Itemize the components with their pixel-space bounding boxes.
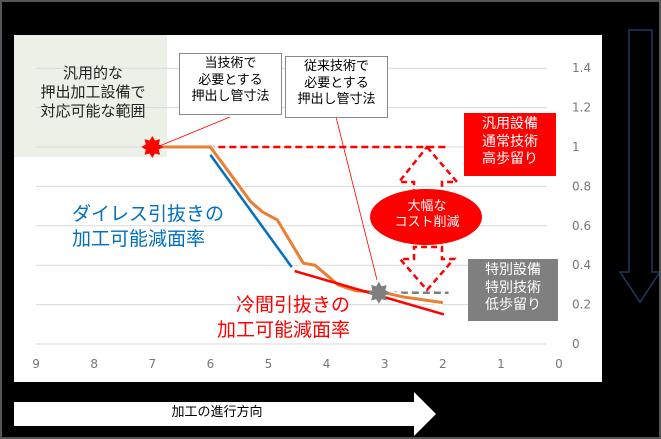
shaded-region [14,35,167,157]
y-tick-label: 0.8 [572,179,591,193]
y-tick-label: 1.4 [572,61,591,75]
conventional-tech-box: 従来技術で 必要とする 押出し管寸法 [285,56,388,118]
y-tick-label: 1.2 [572,101,591,115]
y-tick-label: 1 [572,140,580,154]
y-tick-label: 0.4 [572,258,591,272]
cold-drawing-label: 冷間引抜きの 加工可能減面率 [216,294,350,341]
star-marker [141,136,164,158]
x-tick-label: 8 [90,357,98,371]
dieless-label: ダイレス引抜きの 加工可能減面率 [72,203,225,250]
y-tick-label: 0.6 [572,219,591,233]
x-tick-label: 9 [32,357,40,371]
series-line [209,154,293,268]
general-box-bg [464,113,556,176]
down-arrow [397,245,457,292]
general-equipment-label: 汎用設備 通常技術 高歩留り [482,116,538,167]
shaded-region-label: 汎用的な 押出加工設備で 対応可能な範囲 [40,64,146,120]
up-arrow [396,145,460,196]
special-box-bg [468,259,558,321]
direction-label: 加工の進行方向 [171,405,263,420]
x-tick-label: 7 [148,357,156,371]
x-tick-label: 3 [381,357,389,371]
x-tick-label: 4 [323,357,331,371]
x-tick-label: 1 [497,357,505,371]
cost-ellipse [370,189,482,245]
x-tick-label: 2 [439,357,447,371]
star-marker [367,281,390,304]
y-tick-label: 0 [572,337,580,351]
direction-arrow-shape [14,392,436,436]
leader-line [335,116,378,281]
x-tick-label: 5 [265,357,273,371]
down-trend-arrow [618,29,659,304]
cost-reduction-label: 大幅な コスト削減 [394,199,460,231]
x-tick-label: 0 [555,357,563,371]
x-tick-label: 6 [207,357,215,371]
special-equipment-label: 特別設備 特別技術 低歩留り [485,262,541,313]
y-tick-label: 0.2 [572,298,591,312]
leader-line [156,116,231,148]
current-tech-box: 当技術で 必要とする 押出し管寸法 [179,53,282,115]
